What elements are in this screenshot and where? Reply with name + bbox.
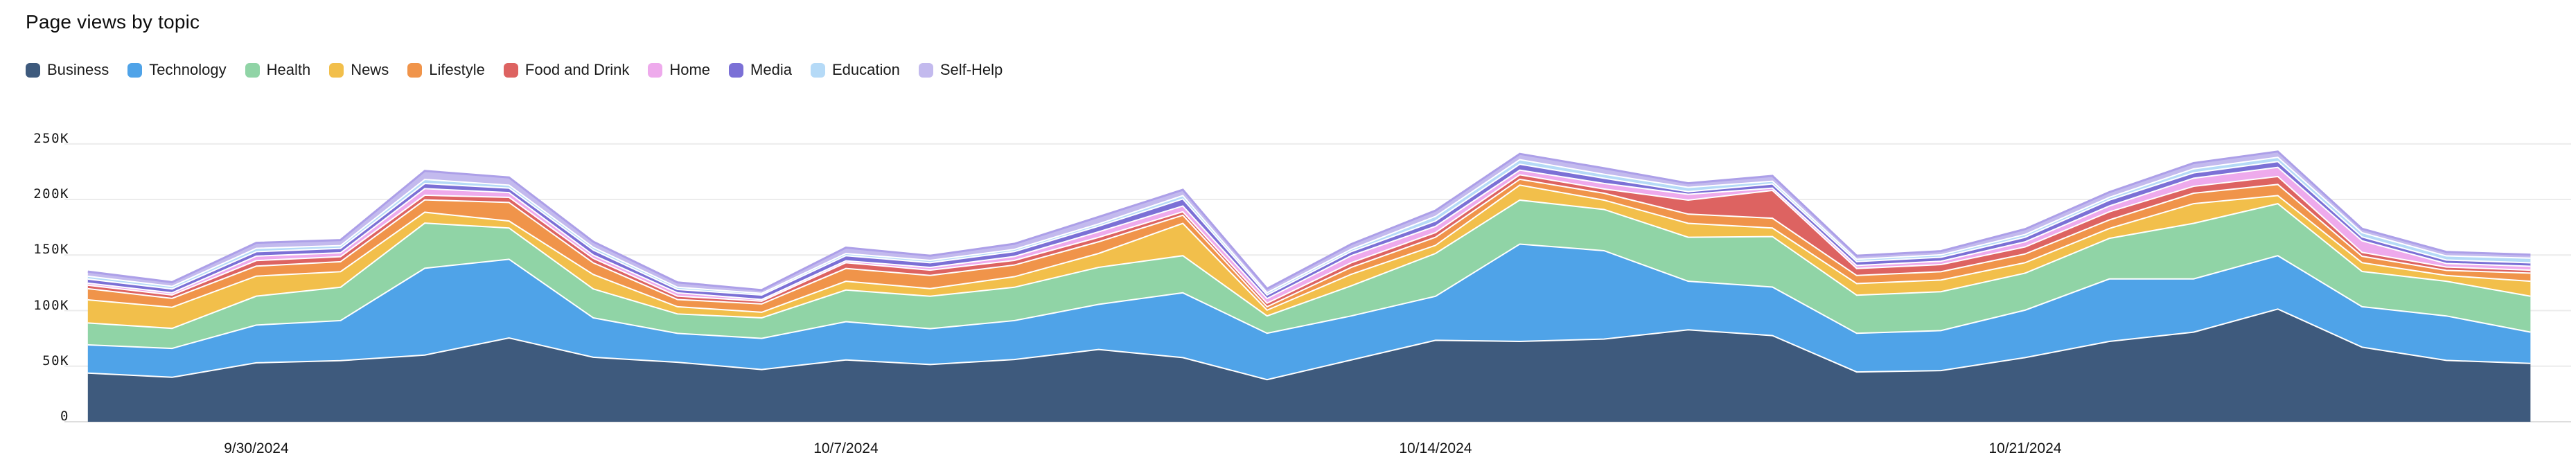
band-separator	[87, 161, 2531, 296]
y-tick-label: 50K	[42, 353, 69, 368]
legend-swatch	[329, 62, 344, 78]
x-tick-label: 10/7/2024	[813, 440, 879, 456]
legend-label: Media	[750, 61, 792, 78]
area-technology[interactable]	[87, 244, 2531, 380]
legend-swatch	[810, 62, 825, 78]
legend-label: News	[351, 61, 389, 78]
band-separator	[87, 308, 2531, 381]
legend-swatch	[648, 62, 663, 78]
x-tick-label: 10/21/2024	[1988, 440, 2062, 456]
x-tick-label: 9/30/2024	[224, 440, 289, 456]
band-separator	[87, 157, 2531, 294]
legend-item-news[interactable]: News	[329, 61, 389, 79]
legend-label: Self-Help	[939, 61, 1003, 78]
legend-swatch	[503, 62, 518, 78]
band-separator	[87, 174, 2531, 304]
legend-item-education[interactable]: Education	[810, 61, 900, 79]
legend-item-self-help[interactable]: Self-Help	[918, 61, 1003, 79]
band-separator	[87, 184, 2531, 313]
legend-swatch	[245, 62, 260, 78]
x-tick-label: 10/14/2024	[1399, 440, 1472, 456]
legend-swatch	[918, 62, 933, 78]
legend-item-food-and-drink[interactable]: Food and Drink	[503, 61, 630, 79]
band-separator	[87, 178, 2531, 308]
legend-label: Lifestyle	[429, 61, 485, 78]
area-business[interactable]	[87, 309, 2531, 422]
legend-swatch	[729, 62, 744, 78]
legend-item-media[interactable]: Media	[729, 61, 792, 79]
legend-label: Technology	[149, 61, 227, 78]
legend-label: Home	[669, 61, 711, 78]
stack-top-edge	[87, 150, 2531, 292]
y-tick-label: 150K	[33, 242, 69, 258]
legend-swatch	[26, 62, 40, 78]
legend-item-health[interactable]: Health	[245, 61, 311, 79]
area-lifestyle[interactable]	[87, 179, 2531, 312]
y-tick-label: 100K	[33, 297, 69, 313]
legend-label: Health	[266, 61, 311, 78]
y-tick-label: 250K	[33, 130, 69, 146]
legend-label: Food and Drink	[524, 61, 630, 78]
area-health[interactable]	[87, 199, 2531, 349]
legend-swatch	[407, 62, 423, 78]
page-title: Page views by topic	[26, 11, 200, 33]
band-separator	[87, 243, 2531, 350]
band-separator	[87, 166, 2531, 301]
legend-item-home[interactable]: Home	[648, 61, 710, 79]
legend-swatch	[127, 62, 143, 78]
legend-label: Education	[831, 61, 900, 78]
legend-item-business[interactable]: Business	[26, 61, 109, 79]
legend-label: Business	[47, 61, 109, 78]
area-food-and-drink[interactable]	[87, 175, 2531, 307]
legend-item-lifestyle[interactable]: Lifestyle	[407, 61, 485, 79]
y-tick-label: 0	[60, 409, 69, 424]
band-separator	[87, 199, 2531, 330]
legend-item-technology[interactable]: Technology	[127, 61, 227, 79]
y-tick-label: 200K	[33, 186, 69, 202]
legend: Business Technology Health News Lifestyle Foo…	[26, 61, 1003, 79]
